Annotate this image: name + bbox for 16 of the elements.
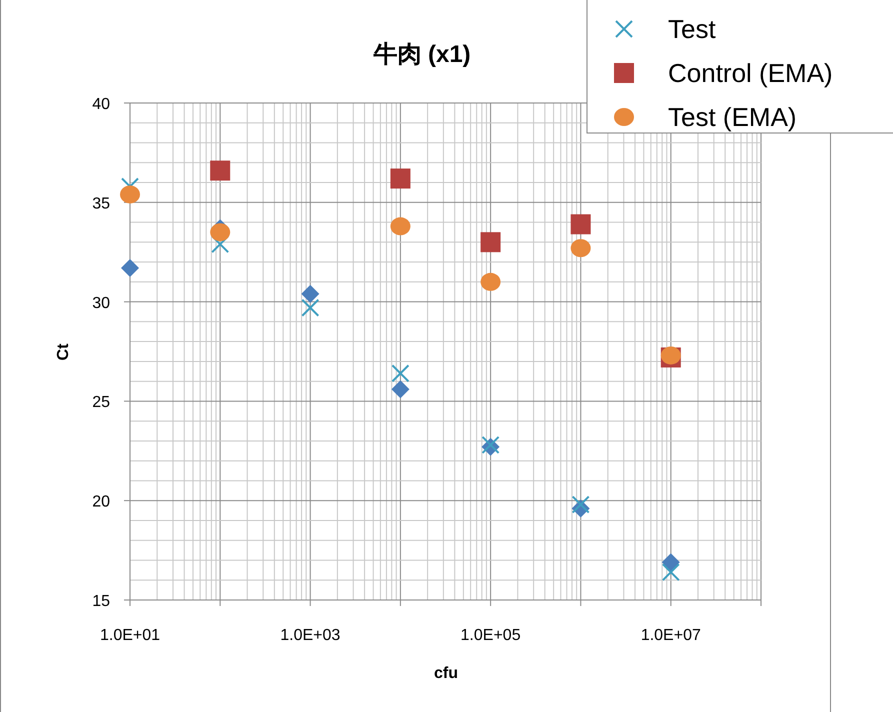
x-tick-label: 1.0E+03 <box>280 627 340 644</box>
x-tick-label: 1.0E+01 <box>100 627 160 644</box>
y-axis-title: Ct <box>55 342 72 360</box>
y-tick-label: 25 <box>92 394 110 412</box>
legend-label: Test <box>668 14 716 44</box>
legend-label: Test (EMA) <box>668 102 797 132</box>
y-tick-label: 20 <box>92 494 110 511</box>
x-tick-label: 1.0E+07 <box>640 627 701 644</box>
y-tick-label: 15 <box>92 593 110 610</box>
y-tick-label: 35 <box>92 195 110 212</box>
y-tick-label: 40 <box>92 96 110 113</box>
x-tick-label: 1.0E+05 <box>460 627 521 644</box>
chart-title: 牛肉 (x1) <box>372 41 471 68</box>
x-axis-title: cfu <box>434 665 458 682</box>
legend-label: Control (EMA) <box>668 58 833 88</box>
y-tick-label: 30 <box>92 294 110 312</box>
